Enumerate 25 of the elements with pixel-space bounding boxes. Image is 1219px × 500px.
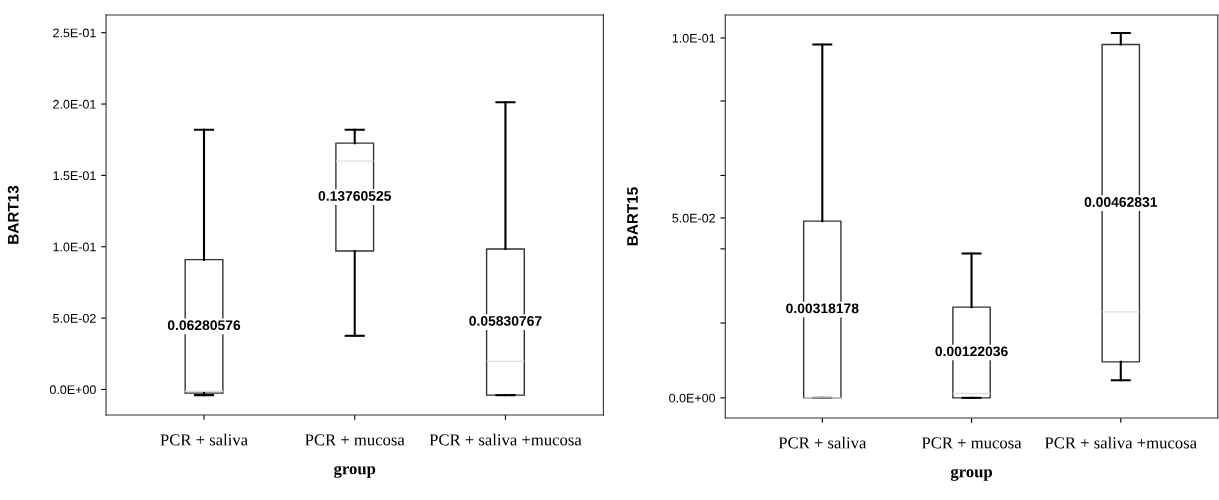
x-tick-label: PCR + saliva	[778, 436, 867, 449]
annotation: 0.00122036	[935, 346, 1008, 357]
x-tick-label: PCR + saliva +mucosa	[1044, 436, 1197, 449]
y-axis-title: BART13	[7, 185, 19, 244]
annotation: 0.06280576	[167, 320, 241, 331]
x-tick-label: PCR + saliva	[160, 433, 248, 446]
x-tick-label: PCR + mucosa	[921, 437, 1022, 449]
x-tick-label: PCR + saliva +mucosa	[429, 433, 582, 446]
x-tick-label: PCR + mucosa	[305, 434, 405, 446]
x-axis-title: group	[334, 465, 376, 478]
annotation: 0.13760525	[318, 190, 392, 201]
x-axis-title: group	[950, 468, 993, 481]
y-tick-label: 2.0E-01	[53, 99, 96, 109]
y-tick-label: 5.0E-02	[672, 213, 715, 223]
annotation: 0.05830767	[469, 315, 542, 326]
y-tick-label: 2.5E-01	[53, 28, 96, 38]
y-tick-label: 1.5E-01	[53, 171, 96, 181]
y-tick-label: 0.0E+00	[669, 393, 716, 403]
annotation: 0.00318178	[786, 303, 859, 314]
y-axis-title: BART15	[627, 187, 638, 246]
y-tick-label: 1.0E-01	[672, 33, 715, 43]
y-tick-label: 1.0E-01	[53, 242, 96, 252]
annotation: 0.00462831	[1084, 197, 1158, 207]
y-tick-label: 5.0E-02	[53, 313, 96, 323]
y-tick-label: 0.0E+00	[49, 385, 96, 395]
